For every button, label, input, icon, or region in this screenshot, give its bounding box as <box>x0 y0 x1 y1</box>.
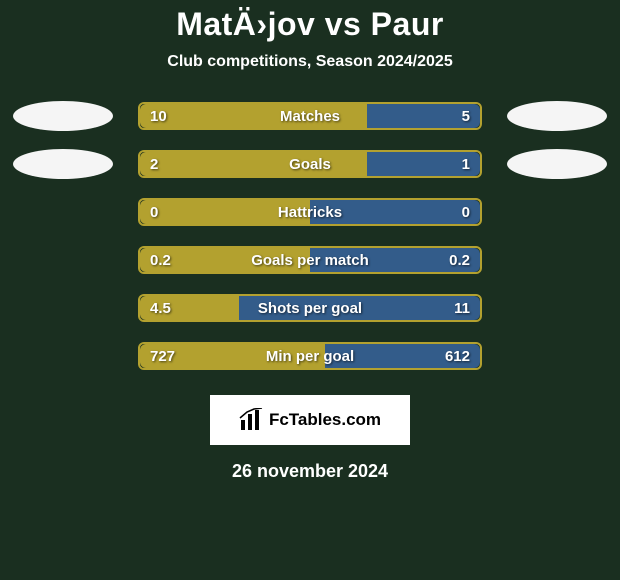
stat-rows: 105Matches 21Goals 00Hattricks 0.20.2Goals … <box>0 101 620 371</box>
stat-row: 4.511Shots per goal <box>0 293 620 323</box>
avatar-spacer <box>507 341 607 371</box>
avatar-spacer <box>13 341 113 371</box>
date-text: 26 november 2024 <box>0 461 620 482</box>
stat-label: Hattricks <box>140 200 480 224</box>
stat-bar: 21Goals <box>138 150 482 178</box>
right-player-avatar <box>507 101 607 131</box>
subtitle: Club competitions, Season 2024/2025 <box>0 53 620 71</box>
left-player-avatar <box>13 101 113 131</box>
stat-row: 00Hattricks <box>0 197 620 227</box>
brand-logo-text: FcTables.com <box>269 410 381 430</box>
stat-label: Shots per goal <box>140 296 480 320</box>
avatar-spacer <box>13 293 113 323</box>
stat-label: Goals <box>140 152 480 176</box>
stat-label: Goals per match <box>140 248 480 272</box>
stat-row: 105Matches <box>0 101 620 131</box>
page-title: MatÄ›jov vs Paur <box>0 6 620 43</box>
stat-label: Matches <box>140 104 480 128</box>
bar-chart-icon <box>239 408 263 432</box>
stat-bar: 105Matches <box>138 102 482 130</box>
stat-bar: 00Hattricks <box>138 198 482 226</box>
stat-bar: 4.511Shots per goal <box>138 294 482 322</box>
right-player-avatar <box>507 149 607 179</box>
brand-logo-box: FcTables.com <box>210 395 410 445</box>
left-player-avatar <box>13 149 113 179</box>
stat-row: 0.20.2Goals per match <box>0 245 620 275</box>
avatar-spacer <box>507 245 607 275</box>
stat-bar: 0.20.2Goals per match <box>138 246 482 274</box>
stat-label: Min per goal <box>140 344 480 368</box>
stat-row: 727612Min per goal <box>0 341 620 371</box>
stat-row: 21Goals <box>0 149 620 179</box>
avatar-spacer <box>13 197 113 227</box>
avatar-spacer <box>13 245 113 275</box>
comparison-infographic: MatÄ›jov vs Paur Club competitions, Seas… <box>0 0 620 580</box>
stat-bar: 727612Min per goal <box>138 342 482 370</box>
avatar-spacer <box>507 293 607 323</box>
avatar-spacer <box>507 197 607 227</box>
